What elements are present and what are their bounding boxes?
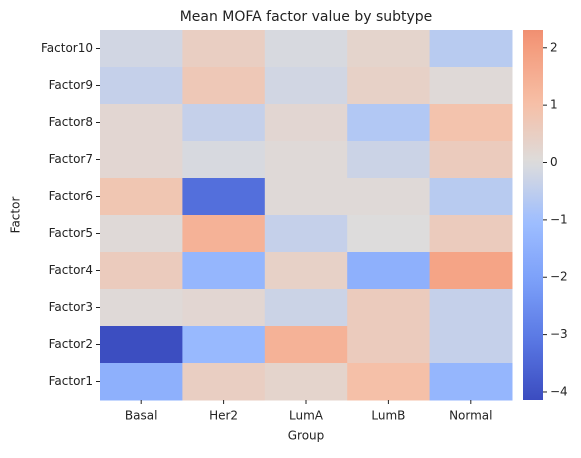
x-tick-label: Normal xyxy=(449,409,492,423)
heatmap-cell xyxy=(100,363,183,401)
y-tick-label: Factor6 xyxy=(49,189,93,203)
heatmap-cell xyxy=(264,326,348,364)
heatmap-cell xyxy=(182,252,266,290)
x-axis-label: Group xyxy=(288,429,325,443)
y-tick-label: Factor2 xyxy=(49,337,93,351)
heatmap-cell xyxy=(429,215,513,253)
colorbar-tick-label: −2 xyxy=(550,270,568,284)
heatmap-cell xyxy=(100,215,183,253)
heatmap-cell xyxy=(347,289,431,327)
colorbar-tick-label: −1 xyxy=(550,212,568,226)
heatmap-cell xyxy=(429,252,513,290)
heatmap-cell xyxy=(264,141,348,179)
heatmap-cell xyxy=(347,215,431,253)
heatmap-cell xyxy=(100,178,183,216)
heatmap-cell xyxy=(429,67,513,105)
heatmap-cell xyxy=(429,141,513,179)
heatmap-cell xyxy=(100,30,183,68)
y-tick-label: Factor3 xyxy=(49,300,93,314)
heatmap-cell xyxy=(182,30,266,68)
x-tick-label: LumB xyxy=(371,409,405,423)
heatmap-cell xyxy=(264,289,348,327)
heatmap-cell xyxy=(347,252,431,290)
heatmap-cell xyxy=(347,326,431,364)
heatmap-cell xyxy=(429,363,513,401)
heatmap-cell xyxy=(100,289,183,327)
heatmap-cell xyxy=(347,104,431,142)
heatmap-cell xyxy=(264,178,348,216)
heatmap-cell xyxy=(100,104,183,142)
heatmap-cell xyxy=(264,30,348,68)
heatmap-cell xyxy=(264,252,348,290)
heatmap-cell xyxy=(100,326,183,364)
y-tick-label: Factor9 xyxy=(49,78,93,92)
heatmap-cell xyxy=(347,67,431,105)
chart-title: Mean MOFA factor value by subtype xyxy=(180,9,433,25)
heatmap-cell xyxy=(182,67,266,105)
heatmap-cell xyxy=(264,363,348,401)
heatmap-cell xyxy=(347,141,431,179)
y-axis-label: Factor xyxy=(9,197,23,234)
y-tick-label: Factor7 xyxy=(49,152,93,166)
heatmap-cell xyxy=(100,141,183,179)
heatmap-cell xyxy=(429,326,513,364)
heatmap-cell xyxy=(182,289,266,327)
heatmap-cell xyxy=(182,178,266,216)
heatmap-cell xyxy=(264,104,348,142)
heatmap-cell xyxy=(182,215,266,253)
x-tick-label: Basal xyxy=(125,409,158,423)
heatmap-cell xyxy=(264,215,348,253)
y-tick-label: Factor8 xyxy=(49,115,93,129)
heatmap-cell xyxy=(264,67,348,105)
heatmap-cell xyxy=(347,30,431,68)
x-tick-label: LumA xyxy=(289,409,324,423)
y-tick-label: Factor4 xyxy=(49,263,93,277)
heatmap-cell xyxy=(347,178,431,216)
heatmap-cell xyxy=(347,363,431,401)
heatmap-cell xyxy=(100,252,183,290)
y-tick-label: Factor1 xyxy=(49,374,93,388)
heatmap-cell xyxy=(429,104,513,142)
y-tick-label: Factor10 xyxy=(41,41,93,55)
x-tick-label: Her2 xyxy=(209,409,238,423)
heatmap-cell xyxy=(182,326,266,364)
heatmap-cell xyxy=(100,67,183,105)
heatmap-cell xyxy=(182,141,266,179)
colorbar-tick-label: −4 xyxy=(550,384,568,398)
colorbar-tick-label: 0 xyxy=(550,155,558,169)
heatmap-cell xyxy=(429,178,513,216)
heatmap-cell xyxy=(429,289,513,327)
colorbar xyxy=(523,30,543,400)
colorbar-tick-label: 1 xyxy=(550,98,558,112)
heatmap-cell xyxy=(182,363,266,401)
heatmap-cell xyxy=(429,30,513,68)
y-tick-label: Factor5 xyxy=(49,226,93,240)
colorbar-tick-label: −3 xyxy=(550,327,568,341)
heatmap-cell xyxy=(182,104,266,142)
colorbar-tick-label: 2 xyxy=(550,40,558,54)
